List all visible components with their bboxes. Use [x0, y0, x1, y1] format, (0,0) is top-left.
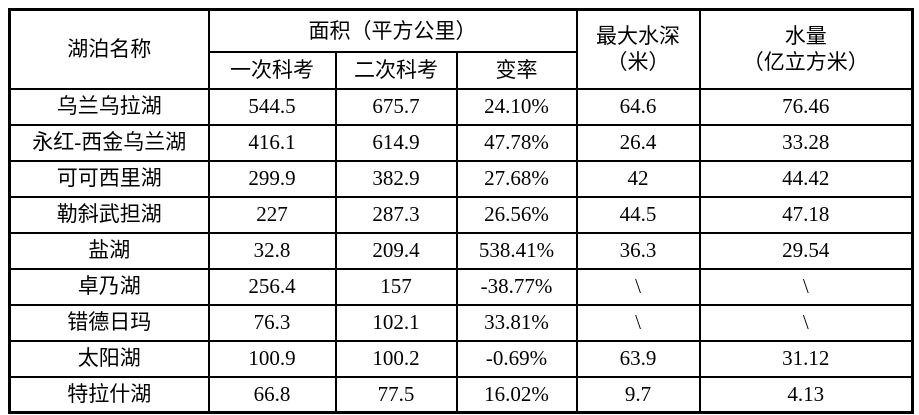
header-max-depth-line2: （米）	[606, 50, 670, 75]
lakes-table: 湖泊名称 面积（平方公里） 最大水深 （米） 水量 （亿立方米） 一次科考 二次…	[8, 8, 915, 414]
cell-change-rate: -38.77%	[455, 267, 578, 306]
header-survey1: 一次科考	[207, 50, 337, 90]
cell-volume: 33.28	[698, 123, 914, 162]
cell-survey1: 256.4	[207, 267, 337, 306]
cell-lake-name: 错德日玛	[8, 303, 210, 342]
cell-survey1: 32.8	[207, 231, 337, 270]
cell-lake-name: 勒斜武担湖	[8, 195, 210, 234]
cell-max-depth: 44.5	[575, 195, 701, 234]
cell-survey1: 66.8	[207, 375, 337, 414]
cell-volume: 47.18	[698, 195, 914, 234]
header-lake-name: 湖泊名称	[8, 8, 210, 90]
header-volume: 水量 （亿立方米）	[698, 8, 914, 90]
header-row-1: 湖泊名称 面积（平方公里） 最大水深 （米） 水量 （亿立方米）	[8, 8, 914, 90]
cell-max-depth: 26.4	[575, 123, 701, 162]
cell-survey2: 287.3	[334, 195, 458, 234]
table-row: 乌兰乌拉湖 544.5 675.7 24.10% 64.6 76.46	[8, 87, 914, 126]
cell-survey1: 100.9	[207, 339, 337, 378]
cell-change-rate: -0.69%	[455, 339, 578, 378]
cell-change-rate: 26.56%	[455, 195, 578, 234]
cell-max-depth: \	[575, 267, 701, 306]
table-row: 特拉什湖 66.8 77.5 16.02% 9.7 4.13	[8, 375, 914, 414]
cell-max-depth: \	[575, 303, 701, 342]
cell-survey2: 100.2	[334, 339, 458, 378]
table-row: 太阳湖 100.9 100.2 -0.69% 63.9 31.12	[8, 339, 914, 378]
cell-lake-name: 卓乃湖	[8, 267, 210, 306]
cell-survey2: 382.9	[334, 159, 458, 198]
cell-survey2: 102.1	[334, 303, 458, 342]
cell-volume: 29.54	[698, 231, 914, 270]
cell-survey1: 76.3	[207, 303, 337, 342]
cell-max-depth: 36.3	[575, 231, 701, 270]
cell-lake-name: 盐湖	[8, 231, 210, 270]
cell-survey2: 675.7	[334, 87, 458, 126]
cell-survey2: 77.5	[334, 375, 458, 414]
header-volume-line2: （亿立方米）	[742, 50, 869, 75]
cell-lake-name: 太阳湖	[8, 339, 210, 378]
header-volume-line1: 水量	[784, 24, 827, 48]
cell-volume: 4.13	[698, 375, 914, 414]
cell-survey2: 614.9	[334, 123, 458, 162]
cell-change-rate: 24.10%	[455, 87, 578, 126]
cell-change-rate: 27.68%	[455, 159, 578, 198]
table-row: 勒斜武担湖 227 287.3 26.56% 44.5 47.18	[8, 195, 914, 234]
cell-volume: 76.46	[698, 87, 914, 126]
cell-survey1: 544.5	[207, 87, 337, 126]
cell-survey2: 209.4	[334, 231, 458, 270]
cell-change-rate: 538.41%	[455, 231, 578, 270]
header-max-depth-line1: 最大水深	[596, 24, 681, 48]
table-row: 可可西里湖 299.9 382.9 27.68% 42 44.42	[8, 159, 914, 198]
cell-lake-name: 乌兰乌拉湖	[8, 87, 210, 126]
table-row: 错德日玛 76.3 102.1 33.81% \ \	[8, 303, 914, 342]
header-area-group: 面积（平方公里）	[207, 8, 578, 53]
cell-max-depth: 42	[575, 159, 701, 198]
cell-change-rate: 33.81%	[455, 303, 578, 342]
table-row: 盐湖 32.8 209.4 538.41% 36.3 29.54	[8, 231, 914, 270]
cell-volume: 31.12	[698, 339, 914, 378]
table-row: 永红-西金乌兰湖 416.1 614.9 47.78% 26.4 33.28	[8, 123, 914, 162]
header-change-rate: 变率	[455, 50, 578, 90]
cell-survey1: 227	[207, 195, 337, 234]
cell-volume: \	[698, 267, 914, 306]
header-row-2: 一次科考 二次科考 变率	[10, 50, 913, 90]
cell-max-depth: 63.9	[575, 339, 701, 378]
cell-lake-name: 永红-西金乌兰湖	[8, 123, 210, 162]
header-survey2: 二次科考	[334, 50, 458, 90]
cell-volume: \	[698, 303, 914, 342]
cell-max-depth: 9.7	[575, 375, 701, 414]
cell-volume: 44.42	[698, 159, 914, 198]
cell-change-rate: 16.02%	[455, 375, 578, 414]
cell-survey1: 416.1	[207, 123, 337, 162]
header-max-depth: 最大水深 （米）	[575, 8, 701, 90]
cell-survey1: 299.9	[207, 159, 337, 198]
cell-max-depth: 64.6	[575, 87, 701, 126]
cell-lake-name: 可可西里湖	[8, 159, 210, 198]
table-row: 卓乃湖 256.4 157 -38.77% \ \	[8, 267, 914, 306]
cell-survey2: 157	[334, 267, 458, 306]
cell-lake-name: 特拉什湖	[8, 375, 210, 414]
cell-change-rate: 47.78%	[455, 123, 578, 162]
